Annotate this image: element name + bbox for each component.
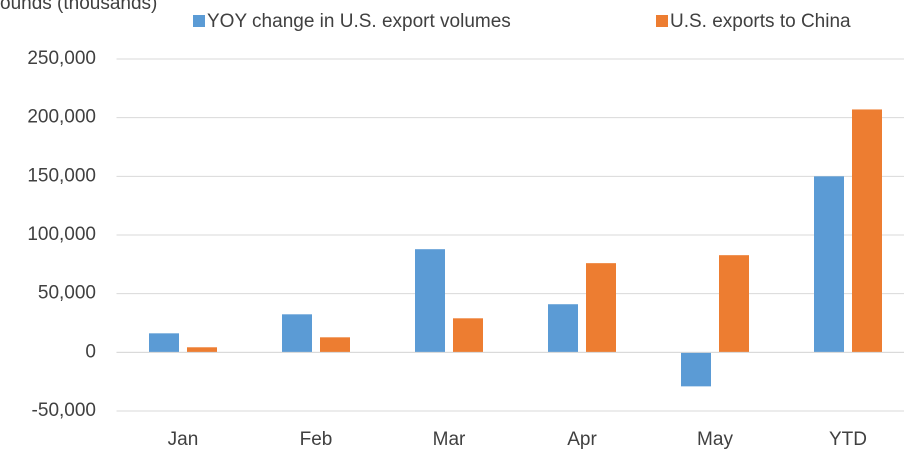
y-tick-label: 50,000	[38, 283, 96, 304]
x-tick-label: Mar	[433, 429, 466, 450]
y-tick-label: 150,000	[27, 165, 96, 186]
y-tick-label: -50,000	[32, 400, 96, 421]
y-tick-label: 200,000	[27, 107, 96, 128]
bar	[852, 109, 882, 353]
x-tick-label: Jan	[168, 429, 199, 450]
bar	[415, 249, 445, 353]
x-tick-label: May	[697, 429, 733, 450]
y-axis-label: ounds (thousands)	[0, 0, 157, 14]
bar	[719, 255, 749, 353]
bar	[320, 337, 350, 353]
bar	[187, 347, 217, 353]
bar	[814, 176, 844, 353]
y-tick-label: 100,000	[27, 224, 96, 245]
bar	[149, 333, 179, 353]
y-tick-label: 250,000	[27, 48, 96, 69]
legend-swatch	[656, 15, 668, 27]
bar	[453, 318, 483, 353]
x-tick-label: YTD	[829, 429, 867, 450]
y-tick-label: 0	[85, 341, 96, 362]
legend-label: U.S. exports to China	[670, 11, 851, 32]
bar	[548, 304, 578, 353]
legend-label: YOY change in U.S. export volumes	[207, 11, 511, 32]
x-tick-label: Feb	[300, 429, 333, 450]
legend-swatch	[193, 15, 205, 27]
bar	[282, 314, 312, 353]
bar	[681, 352, 711, 387]
x-tick-label: Apr	[567, 429, 597, 450]
bar	[586, 263, 616, 353]
